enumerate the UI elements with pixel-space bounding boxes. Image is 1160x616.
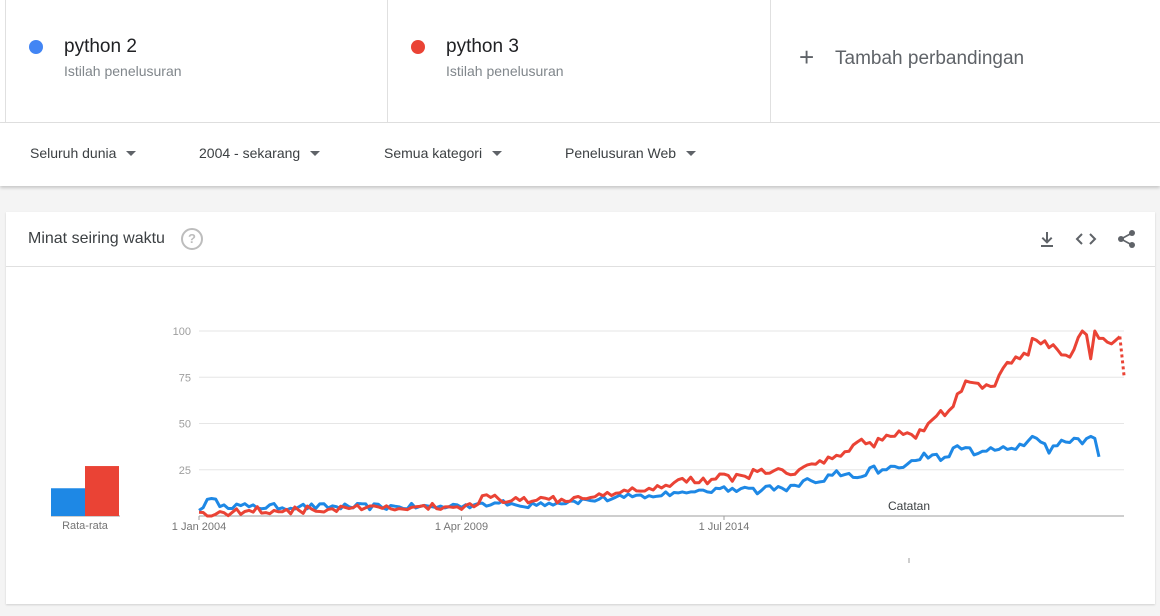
term-subtitle: Istilah penelusuran <box>446 63 564 79</box>
dropdown-arrow-icon <box>310 150 321 156</box>
filter-label: Penelusuran Web <box>565 145 677 161</box>
term-card-python3[interactable]: python 3 Istilah penelusuran <box>388 0 771 122</box>
share-icon[interactable] <box>1116 228 1138 250</box>
plus-icon: + <box>799 42 815 72</box>
filter-bar: Seluruh dunia 2004 - sekarang Semua kate… <box>0 123 1160 186</box>
series-lines <box>198 329 1126 518</box>
term-name[interactable]: python 2 <box>64 36 137 57</box>
filter-label: 2004 - sekarang <box>199 145 301 161</box>
series-color-dot <box>29 40 43 54</box>
average-label: Rata-rata <box>62 520 109 532</box>
filter-label: Semua kategori <box>384 145 483 161</box>
dropdown-arrow-icon <box>686 150 697 156</box>
term-subtitle: Istilah penelusuran <box>64 63 182 79</box>
x-axis-ticks: 1 Jan 2004 1 Apr 2009 1 Jul 2014 <box>172 516 750 533</box>
term-name[interactable]: python 3 <box>446 36 519 57</box>
compare-terms-bar: python 2 Istilah penelusuran python 3 Is… <box>0 0 1160 123</box>
card-title: Minat seiring waktu <box>28 230 165 247</box>
average-bar <box>51 488 85 516</box>
download-icon[interactable] <box>1036 228 1058 250</box>
average-bar <box>85 466 119 516</box>
card-header: Minat seiring waktu ? <box>6 212 1155 267</box>
interest-chart: Rata-rata 25 50 75 100 1 Jan 2004 1 Apr 2009… <box>51 326 1126 563</box>
x-tick-label: 1 Apr 2009 <box>435 521 488 533</box>
projected-series-line <box>1118 336 1126 376</box>
x-tick-label: 1 Jul 2014 <box>699 521 750 533</box>
help-icon[interactable]: ? <box>181 228 203 250</box>
y-tick-label: 100 <box>173 326 191 338</box>
chart-grid: 25 50 75 100 <box>173 326 1124 517</box>
series-color-dot <box>411 40 425 54</box>
x-tick-label: 1 Jan 2004 <box>172 521 226 533</box>
interest-over-time-card: Minat seiring waktu ? Rata-rata 25 50 75 10… <box>6 212 1155 604</box>
add-comparison-label: Tambah perbandingan <box>835 48 1025 69</box>
average-bars <box>51 466 120 517</box>
dropdown-arrow-icon <box>492 150 503 156</box>
note-label[interactable]: Catatan <box>888 499 930 513</box>
y-tick-label: 75 <box>179 372 191 384</box>
series-line <box>198 434 1101 512</box>
filter-region[interactable]: Seluruh dunia <box>30 145 137 161</box>
filter-search-type[interactable]: Penelusuran Web <box>565 145 697 161</box>
filter-category[interactable]: Semua kategori <box>384 145 503 161</box>
embed-icon[interactable] <box>1075 228 1097 250</box>
add-comparison-button[interactable]: + Tambah perbandingan <box>771 0 1160 122</box>
filter-label: Seluruh dunia <box>30 145 117 161</box>
y-tick-label: 25 <box>179 465 191 477</box>
y-tick-label: 50 <box>179 419 191 431</box>
filter-time-range[interactable]: 2004 - sekarang <box>199 145 321 161</box>
dropdown-arrow-icon <box>126 150 137 156</box>
term-card-python2[interactable]: python 2 Istilah penelusuran <box>5 0 388 122</box>
series-line <box>198 329 1121 518</box>
